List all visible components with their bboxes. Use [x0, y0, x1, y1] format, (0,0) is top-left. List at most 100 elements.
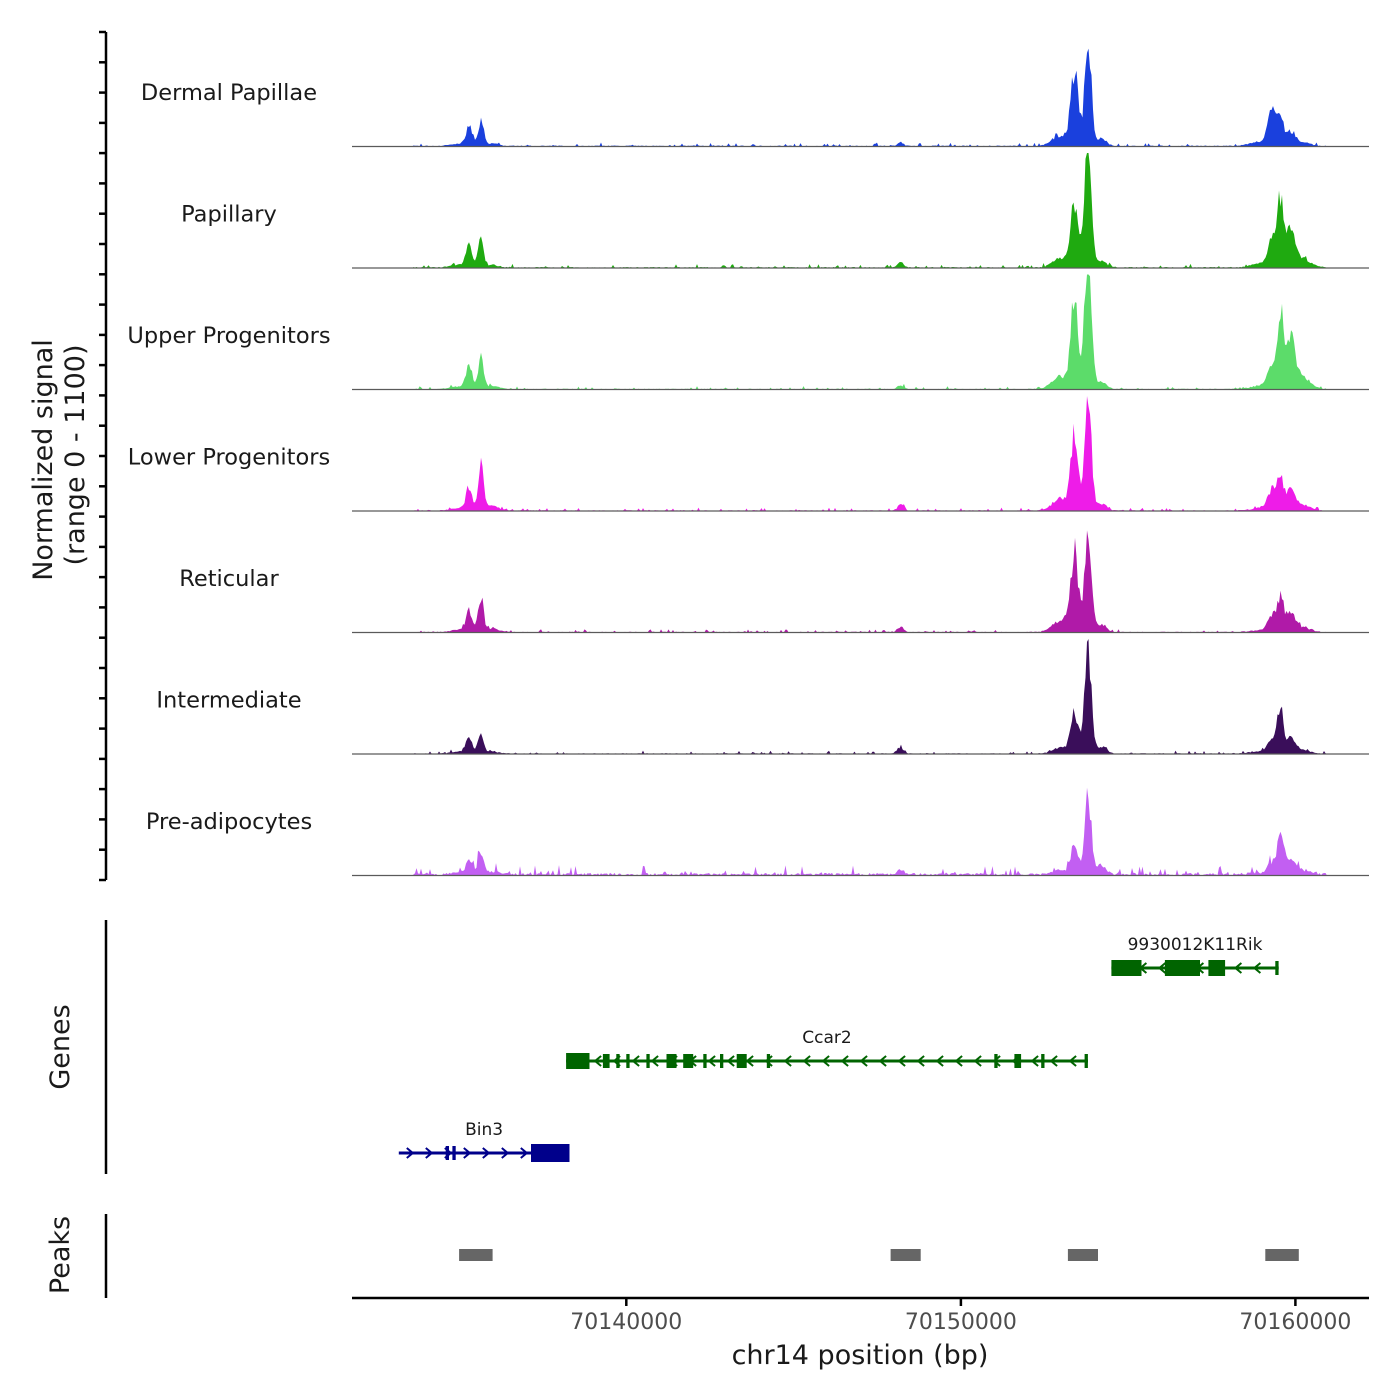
strand-chevron: [707, 1055, 716, 1067]
strand-chevron: [463, 1147, 472, 1159]
gene-exon: [766, 1054, 771, 1068]
strand-chevron: [840, 1055, 849, 1067]
strand-chevron: [669, 1055, 678, 1067]
coverage-tracks: Dermal Papillae Papillary Upper Progenitor…: [127, 48, 1369, 877]
coverage-area: [352, 530, 1369, 633]
peak-region: [1067, 1249, 1098, 1261]
strand-chevron: [650, 1055, 659, 1067]
peak-regions: [459, 1249, 1299, 1261]
gene-label: Ccar2: [802, 1028, 851, 1048]
x-tick-label: 70160000: [1239, 1310, 1351, 1335]
gene-exon: [720, 1054, 724, 1068]
gene-exon: [1164, 960, 1200, 976]
genes-panel-label: Genes: [45, 1004, 76, 1089]
gene-annotations: 9930012K11Rik Ccar2 Bin3: [398, 935, 1279, 1162]
gene-9930012k11rik: 9930012K11Rik: [1111, 935, 1279, 976]
x-axis-title: chr14 position (bp): [732, 1340, 989, 1371]
gene-exon: [602, 1054, 610, 1068]
coverage-area: [352, 639, 1369, 754]
strand-chevron: [954, 1055, 963, 1067]
strand-chevron: [745, 1055, 754, 1067]
strand-chevron: [406, 1147, 415, 1159]
strand-chevron: [821, 1055, 830, 1067]
track-label: Papillary: [181, 202, 277, 228]
strand-chevron: [1138, 962, 1148, 974]
gene-label: 9930012K11Rik: [1128, 935, 1263, 955]
strand-chevron: [878, 1055, 887, 1067]
coverage-area: [352, 787, 1369, 876]
strand-chevron: [973, 1055, 982, 1067]
track-lower-progenitors: Lower Progenitors: [128, 396, 1369, 512]
track-reticular: Reticular: [179, 530, 1369, 634]
strand-chevron: [1252, 962, 1262, 974]
gene-exon: [452, 1146, 456, 1160]
strand-chevron: [726, 1055, 735, 1067]
strand-chevron: [916, 1055, 925, 1067]
track-label: Intermediate: [156, 688, 301, 714]
strand-chevron: [935, 1055, 944, 1067]
gene-exon: [445, 1146, 449, 1160]
gene-bin3: Bin3: [398, 1120, 570, 1162]
strand-chevron: [482, 1147, 491, 1159]
gene-exon: [1041, 1054, 1045, 1068]
gene-exon: [531, 1144, 570, 1162]
x-tick-label: 70150000: [905, 1310, 1017, 1335]
gene-ccar2: Ccar2: [566, 1028, 1088, 1069]
strand-chevron: [1176, 962, 1186, 974]
strand-chevron: [688, 1055, 697, 1067]
gene-exon: [1111, 960, 1142, 976]
strand-chevron: [1030, 1055, 1039, 1067]
track-pre-adipocytes: Pre-adipocytes: [146, 787, 1369, 877]
gene-exon: [566, 1053, 590, 1069]
coverage-area: [352, 274, 1369, 390]
gene-exon: [703, 1054, 707, 1068]
strand-chevron: [1119, 962, 1129, 974]
strand-chevron: [425, 1147, 434, 1159]
peak-region: [459, 1249, 493, 1261]
gene-exon: [616, 1054, 620, 1068]
strand-chevron: [574, 1055, 583, 1067]
coverage-area: [352, 48, 1369, 147]
strand-chevron: [631, 1055, 640, 1067]
strand-chevron: [802, 1055, 811, 1067]
strand-chevron: [1195, 962, 1205, 974]
peaks-panel-label: Peaks: [45, 1216, 76, 1294]
track-intermediate: Intermediate: [156, 639, 1369, 755]
gene-exon: [626, 1054, 630, 1068]
strand-chevron: [1157, 962, 1167, 974]
y-axis-title-line2: (range 0 - 1100): [60, 345, 91, 566]
strand-chevron: [1233, 962, 1243, 974]
gene-label: Bin3: [465, 1120, 503, 1140]
peak-region: [1265, 1249, 1299, 1261]
track-label: Upper Progenitors: [127, 323, 330, 349]
gene-exon: [994, 1054, 998, 1068]
gene-exon: [1275, 961, 1279, 975]
gene-exon: [1014, 1054, 1022, 1068]
strand-chevron: [1214, 962, 1224, 974]
track-upper-progenitors: Upper Progenitors: [127, 274, 1369, 391]
strand-chevron: [539, 1147, 548, 1159]
strand-chevron: [1049, 1055, 1058, 1067]
strand-chevron: [444, 1147, 453, 1159]
track-label: Dermal Papillae: [141, 80, 317, 106]
peak-region: [890, 1249, 921, 1261]
track-label: Reticular: [179, 566, 279, 592]
x-axis-ticks: 70140000 70150000 70160000: [570, 1298, 1351, 1335]
x-tick-label: 70140000: [570, 1310, 682, 1335]
strand-chevron: [593, 1055, 602, 1067]
track-dermal-papillae: Dermal Papillae: [141, 48, 1369, 148]
signal-y-axis-ticks: [99, 30, 106, 882]
strand-chevron: [1068, 1055, 1077, 1067]
strand-chevron: [520, 1147, 529, 1159]
y-axis-title-line1: Normalized signal: [28, 339, 59, 581]
track-label: Lower Progenitors: [128, 445, 330, 471]
strand-chevron: [501, 1147, 510, 1159]
strand-chevron: [764, 1055, 773, 1067]
strand-chevron: [897, 1055, 906, 1067]
gene-exon: [1084, 1054, 1088, 1068]
strand-chevron: [1011, 1055, 1020, 1067]
strand-chevron: [859, 1055, 868, 1067]
strand-chevron: [612, 1055, 621, 1067]
gene-exon: [736, 1054, 747, 1068]
